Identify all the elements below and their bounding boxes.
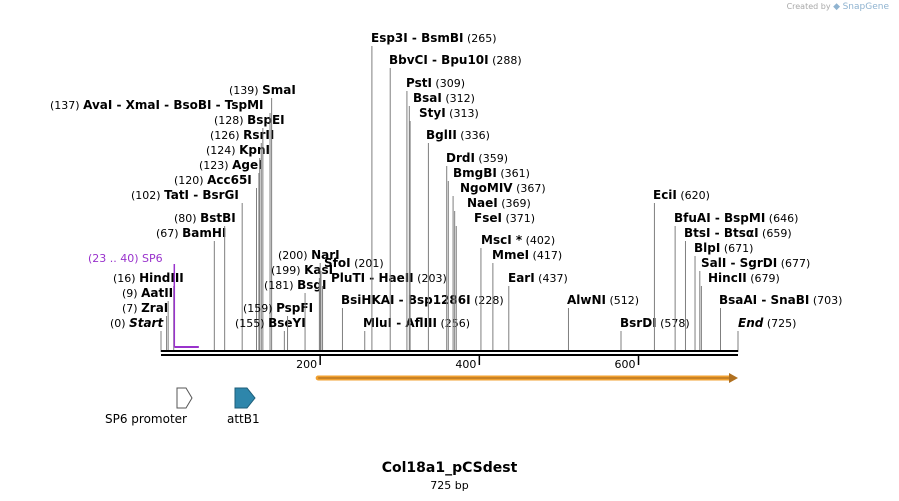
site-label-kpni[interactable]: (124) KpnI	[206, 143, 270, 157]
site-label-msci[interactable]: MscI * (402)	[481, 233, 555, 247]
credit-prefix: Created by	[786, 2, 831, 11]
credit-brand: SnapGene	[842, 2, 889, 12]
attb-arrow-icon[interactable]	[234, 387, 256, 409]
plasmid-title: Col18a1_pCSdest	[381, 460, 518, 476]
site-label-bbvci-bpu10i[interactable]: BbvCI - Bpu10I (288)	[389, 53, 522, 67]
site-label-btsi-bts-i[interactable]: BtsI - BtsαI (659)	[684, 226, 792, 240]
feature-label-attb1[interactable]: attB1	[227, 412, 260, 426]
site-label-agei[interactable]: (123) AgeI	[199, 158, 263, 172]
site-label-blpi[interactable]: BlpI (671)	[694, 241, 753, 255]
ruler-tick-label-200: 200	[296, 358, 317, 371]
app-credit: Created by ◆ SnapGene	[787, 2, 889, 12]
site-label-bsihkai-bsp1286i[interactable]: BsiHKAI - Bsp1286I (228)	[341, 293, 504, 307]
site-label-ngomiv[interactable]: NgoMIV (367)	[460, 181, 546, 195]
site-label-alwni[interactable]: AlwNI (512)	[567, 293, 639, 307]
site-label-bseyi[interactable]: (155) BseYI	[235, 316, 306, 330]
site-label-end[interactable]: End (725)	[738, 316, 796, 330]
ruler-tick-label-400: 400	[455, 358, 476, 371]
promoter-arrow-icon[interactable]	[176, 387, 193, 409]
site-label-aatii[interactable]: (9) AatII	[122, 286, 173, 300]
site-label-rsrii[interactable]: (126) RsrII	[210, 128, 274, 142]
site-label-start[interactable]: (0) Start	[110, 316, 164, 330]
site-label-bglii[interactable]: BglII (336)	[426, 128, 490, 142]
site-label-bsaai-snabi[interactable]: BsaAI - SnaBI (703)	[719, 293, 842, 307]
site-label-acc65i[interactable]: (120) Acc65I	[174, 173, 252, 187]
site-label-eari[interactable]: EarI (437)	[508, 271, 568, 285]
site-label-pspfi[interactable]: (159) PspFI	[243, 301, 313, 315]
site-label-mmei[interactable]: MmeI (417)	[492, 248, 562, 262]
site-label-ecii[interactable]: EciI (620)	[653, 188, 710, 202]
site-label-kasi[interactable]: (199) KasI	[271, 263, 333, 277]
site-label-bstbi[interactable]: (80) BstBI	[174, 211, 236, 225]
orf-arrowhead[interactable]	[729, 373, 738, 383]
site-label-bsgi[interactable]: (181) BsgI	[264, 278, 326, 292]
ruler-tick-label-600: 600	[615, 358, 636, 371]
site-label-drdi[interactable]: DrdI (359)	[446, 151, 508, 165]
primer-sp6-label[interactable]: (23 .. 40) SP6	[88, 252, 163, 265]
feature-label-sp6-promoter[interactable]: SP6 promoter	[105, 412, 187, 426]
site-label-esp3i-bsmbi[interactable]: Esp3I - BsmBI (265)	[371, 31, 497, 45]
site-label-avai-xmai-bsobi-tspmi[interactable]: (137) AvaI - XmaI - BsoBI - TspMI	[50, 98, 264, 112]
site-label-naei[interactable]: NaeI (369)	[467, 196, 531, 210]
site-label-tati-bsrgi[interactable]: (102) TatI - BsrGI	[131, 188, 239, 202]
site-label-styi[interactable]: StyI (313)	[419, 106, 479, 120]
site-label-hindiii[interactable]: (16) HindIII	[113, 271, 184, 285]
site-label-hincii[interactable]: HincII (679)	[708, 271, 780, 285]
site-label-zrai[interactable]: (7) ZraI	[122, 301, 168, 315]
site-label-pluti-haeii[interactable]: PluTI - HaeII (203)	[331, 271, 447, 285]
site-label-fsei[interactable]: FseI (371)	[474, 211, 535, 225]
site-label-bsrdi[interactable]: BsrDI (578)	[620, 316, 690, 330]
site-label-bsai[interactable]: BsaI (312)	[413, 91, 475, 105]
snapgene-logo-icon: ◆	[833, 2, 841, 12]
site-label-sali-sgrdi[interactable]: SalI - SgrDI (677)	[701, 256, 810, 270]
site-label-bamhi[interactable]: (67) BamHI	[156, 226, 226, 240]
site-label-bspei[interactable]: (128) BspEI	[214, 113, 285, 127]
site-label-sfoi[interactable]: SfoI (201)	[324, 256, 384, 270]
site-label-smai[interactable]: (139) SmaI	[229, 83, 296, 97]
site-label-nari[interactable]: (200) NarI	[278, 248, 340, 262]
site-label-psti[interactable]: PstI (309)	[406, 76, 465, 90]
site-label-bfuai-bspmi[interactable]: BfuAI - BspMI (646)	[674, 211, 798, 225]
site-label-bmgbi[interactable]: BmgBI (361)	[453, 166, 530, 180]
site-label-mlui-afliii[interactable]: MluI - AflIII (256)	[363, 316, 470, 330]
plasmid-length: 725 bp	[430, 479, 469, 492]
